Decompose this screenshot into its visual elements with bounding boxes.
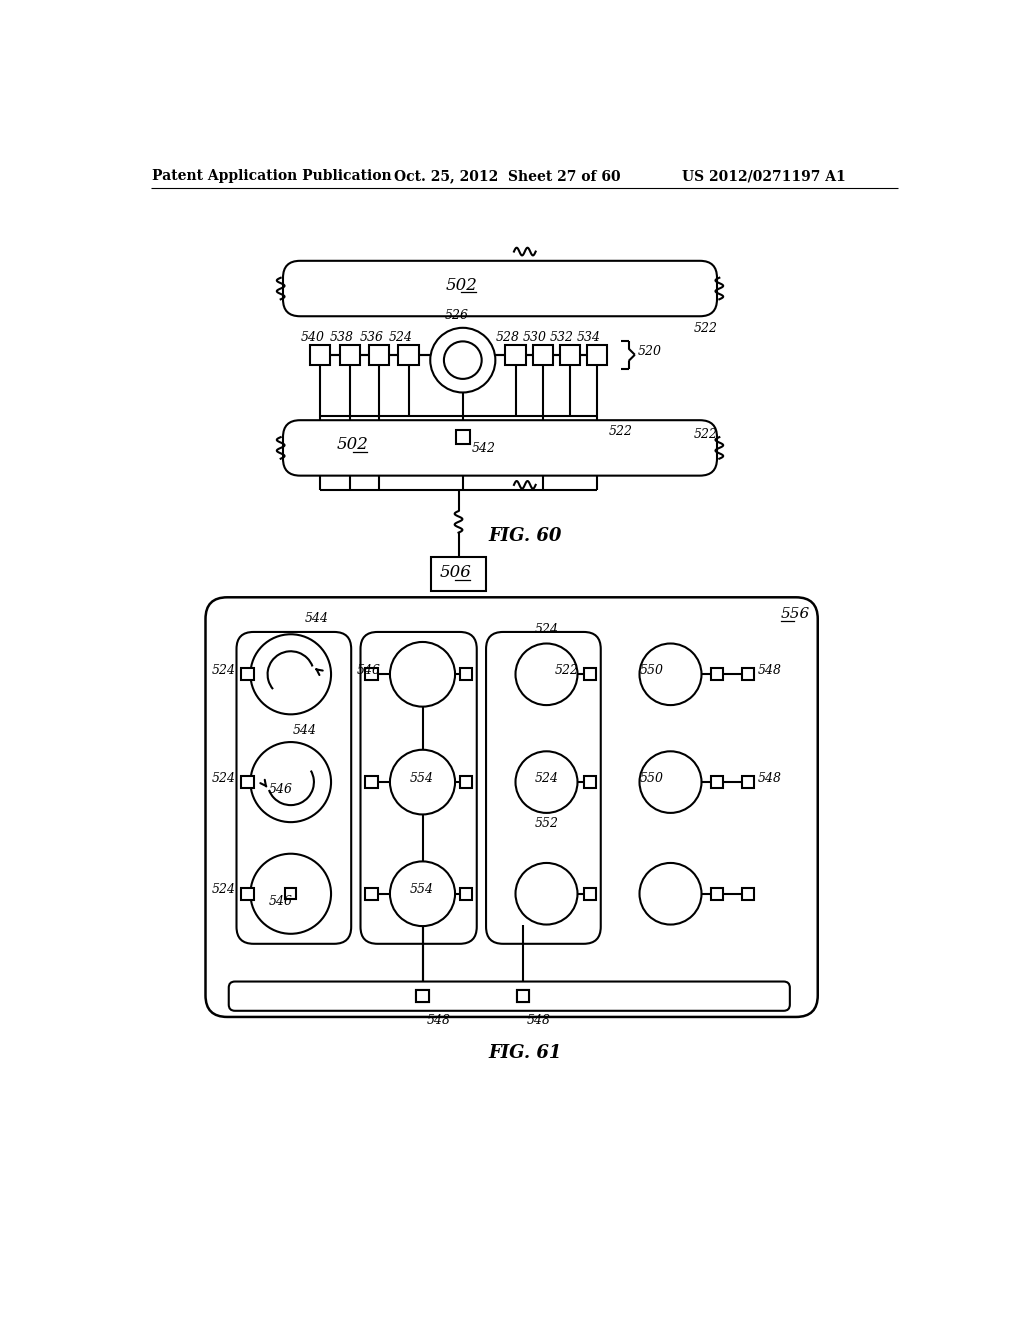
Text: 524: 524 [212, 772, 236, 785]
Bar [741, 776, 755, 788]
Text: 554: 554 [410, 772, 434, 785]
Bar [532, 345, 553, 364]
Ellipse shape [390, 750, 455, 814]
Text: 546: 546 [269, 895, 293, 908]
Ellipse shape [430, 327, 496, 392]
Ellipse shape [390, 642, 455, 706]
Bar [517, 990, 529, 1002]
Bar [398, 345, 419, 364]
Bar [460, 668, 472, 681]
Text: Oct. 25, 2012  Sheet 27 of 60: Oct. 25, 2012 Sheet 27 of 60 [394, 169, 622, 183]
FancyBboxPatch shape [228, 982, 790, 1011]
Bar [369, 345, 389, 364]
Text: 502: 502 [445, 277, 477, 294]
FancyBboxPatch shape [283, 261, 717, 317]
Bar [506, 345, 525, 364]
Text: 540: 540 [300, 330, 325, 343]
Bar [366, 668, 378, 681]
Bar [587, 345, 607, 364]
Text: 546: 546 [269, 783, 293, 796]
Bar [460, 887, 472, 900]
Text: 544: 544 [305, 612, 329, 626]
Text: 552: 552 [535, 817, 559, 830]
Text: 526: 526 [444, 309, 469, 322]
Text: 548: 548 [758, 772, 781, 785]
Bar [241, 668, 254, 681]
Text: 524: 524 [535, 772, 559, 785]
Ellipse shape [515, 863, 578, 924]
Bar [456, 430, 470, 444]
FancyBboxPatch shape [206, 598, 818, 1016]
Bar [741, 668, 755, 681]
Ellipse shape [640, 644, 701, 705]
Text: 542: 542 [472, 442, 496, 455]
Ellipse shape [640, 863, 701, 924]
Bar [711, 776, 723, 788]
Text: 530: 530 [523, 330, 547, 343]
Ellipse shape [515, 644, 578, 705]
Bar [517, 990, 529, 1002]
Ellipse shape [251, 854, 331, 933]
Text: 534: 534 [578, 330, 601, 343]
Ellipse shape [390, 862, 455, 927]
Bar [431, 557, 486, 591]
Bar [417, 990, 429, 1002]
Text: 506: 506 [439, 564, 471, 581]
Text: 522: 522 [554, 664, 579, 677]
Text: 538: 538 [330, 330, 354, 343]
Text: 502: 502 [337, 437, 369, 453]
Text: 536: 536 [359, 330, 383, 343]
FancyBboxPatch shape [283, 420, 717, 475]
Bar [741, 887, 755, 900]
Bar [340, 345, 359, 364]
Text: 548: 548 [758, 664, 781, 677]
Text: FIG. 61: FIG. 61 [488, 1044, 561, 1063]
Text: 522: 522 [693, 428, 718, 441]
Text: US 2012/0271197 A1: US 2012/0271197 A1 [682, 169, 846, 183]
FancyBboxPatch shape [237, 632, 351, 944]
Text: 522: 522 [608, 425, 633, 438]
Bar [560, 345, 580, 364]
Bar [241, 776, 254, 788]
Text: 548: 548 [527, 1014, 551, 1027]
FancyBboxPatch shape [486, 632, 601, 944]
Text: 550: 550 [640, 772, 664, 785]
Bar [584, 668, 596, 681]
Ellipse shape [515, 751, 578, 813]
Text: 544: 544 [292, 723, 316, 737]
Text: 522: 522 [693, 322, 718, 335]
Bar [417, 990, 429, 1002]
Bar [310, 345, 331, 364]
Bar [711, 668, 723, 681]
Text: 554: 554 [410, 883, 434, 896]
Text: 532: 532 [550, 330, 574, 343]
Text: 520: 520 [638, 345, 662, 358]
Text: 546: 546 [356, 664, 381, 677]
Bar [711, 887, 723, 900]
Bar [286, 888, 296, 899]
Bar [584, 887, 596, 900]
Text: 528: 528 [496, 330, 520, 343]
Bar [584, 776, 596, 788]
Text: 556: 556 [780, 607, 810, 622]
Text: 524: 524 [389, 330, 413, 343]
Text: 550: 550 [640, 664, 664, 677]
Text: 524: 524 [212, 883, 236, 896]
Ellipse shape [640, 751, 701, 813]
Ellipse shape [251, 742, 331, 822]
Bar [366, 776, 378, 788]
Text: FIG. 60: FIG. 60 [488, 527, 561, 545]
Bar [460, 776, 472, 788]
Bar [241, 887, 254, 900]
Bar [366, 887, 378, 900]
Text: Patent Application Publication: Patent Application Publication [152, 169, 391, 183]
Ellipse shape [444, 342, 481, 379]
FancyBboxPatch shape [360, 632, 477, 944]
Text: 548: 548 [426, 1014, 451, 1027]
Text: 524: 524 [212, 664, 236, 677]
Ellipse shape [251, 635, 331, 714]
Text: 524: 524 [535, 623, 559, 636]
